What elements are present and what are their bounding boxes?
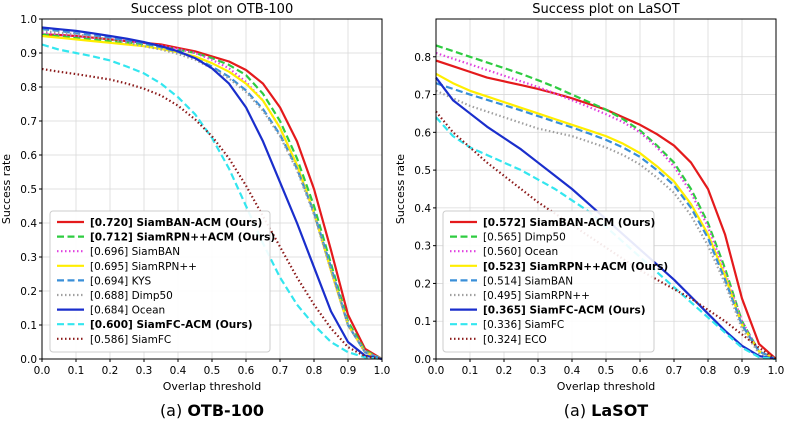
series-line-6 — [435, 89, 777, 361]
x-tick-label: 0.9 — [340, 365, 357, 377]
series-line-3 — [435, 51, 777, 361]
x-tick-label: 0.8 — [700, 365, 717, 377]
y-tick-label: 0.7 — [20, 116, 37, 128]
chart-otb: Success plot on OTB-100 0.0 0.1 0.2 0.3 0.4 0.… — [0, 2, 390, 420]
series-line-9 — [41, 67, 383, 361]
series-line-5 — [435, 82, 777, 361]
legend-entry: [0.696] SiamBAN — [90, 246, 180, 258]
x-tick-label: 0.6 — [632, 365, 649, 377]
y-tick-label: 0.3 — [414, 241, 431, 253]
legend-entry: [0.324] ECO — [483, 334, 547, 346]
legend-entry: [0.572] SiamBAN-ACM (Ours) — [483, 217, 655, 229]
caption-prefix: (a) — [564, 401, 591, 420]
caption-name: OTB-100 — [187, 401, 264, 420]
y-tick-label: 0.2 — [20, 286, 37, 298]
legend-entry: [0.565] Dimp50 — [483, 232, 566, 244]
legend-box — [442, 210, 655, 353]
x-tick-label: 0.7 — [272, 365, 289, 377]
y-axis-label: Success rate — [394, 154, 407, 224]
x-tick-label: 0.6 — [238, 365, 255, 377]
caption-prefix: (a) — [160, 401, 187, 420]
x-tick-label: 0.4 — [564, 365, 581, 377]
legend-entry: [0.336] SiamFC — [483, 319, 564, 331]
x-tick-label: 1.0 — [768, 365, 785, 377]
legend: [0.720] SiamBAN-ACM (Ours) [0.712] SiamRP… — [49, 210, 275, 353]
x-tick-label: 0.8 — [306, 365, 323, 377]
legend-entry: [0.720] SiamBAN-ACM (Ours) — [90, 217, 262, 229]
x-tick-label: 0.7 — [666, 365, 683, 377]
series-line-5 — [41, 28, 383, 361]
legend-entry: [0.688] Dimp50 — [90, 290, 173, 302]
y-tick-label: 0.6 — [20, 150, 37, 162]
y-tick-label: 0.4 — [20, 218, 37, 230]
x-tick-label: 0.5 — [598, 365, 615, 377]
y-tick-label: 0.3 — [20, 252, 37, 264]
x-tick-label: 0.1 — [68, 365, 85, 377]
x-tick-label: 0.4 — [170, 365, 187, 377]
x-tick-label: 0.3 — [530, 365, 547, 377]
series-line-2 — [41, 33, 383, 360]
series-line-4 — [435, 72, 777, 361]
x-tick-label: 1.0 — [374, 365, 391, 377]
legend: [0.572] SiamBAN-ACM (Ours) [0.565] Dimp50… — [442, 210, 668, 353]
legend-entry: [0.684] Ocean — [90, 305, 165, 317]
y-tick-label: 0.5 — [20, 184, 37, 196]
y-tick-label: 0.1 — [414, 316, 431, 328]
legend-entry: [0.523] SiamRPN++ACM (Ours) — [483, 261, 668, 273]
chart-caption: (a) LaSOT — [564, 401, 648, 420]
legend-box — [49, 210, 271, 353]
x-axis-label: Overlap threshold — [163, 380, 262, 393]
x-axis-label: Overlap threshold — [557, 380, 656, 393]
legend-entry: [0.514] SiamBAN — [483, 275, 573, 287]
y-tick-label: 0.8 — [20, 82, 37, 94]
y-tick-label: 0.0 — [414, 354, 431, 366]
x-tick-label: 0.0 — [34, 365, 51, 377]
x-tick-label: 0.2 — [496, 365, 513, 377]
x-tick-label: 0.0 — [428, 365, 445, 377]
y-tick-label: 1.0 — [20, 14, 37, 26]
legend-entry: [0.365] SiamFC-ACM (Ours) — [483, 305, 646, 317]
caption-name: LaSOT — [591, 401, 648, 420]
x-tick-label: 0.2 — [102, 365, 119, 377]
legend-entry: [0.495] SiamRPN++ — [483, 290, 590, 302]
legend-entry: [0.586] SiamFC — [90, 334, 171, 346]
x-tick-label: 0.5 — [204, 365, 221, 377]
legend-entry: [0.694] KYS — [90, 275, 152, 287]
y-axis-label: Success rate — [0, 154, 13, 224]
series-line-6 — [41, 29, 383, 361]
legend-entry: [0.695] SiamRPN++ — [90, 261, 197, 273]
y-tick-label: 0.5 — [414, 165, 431, 177]
legend-entry: [0.600] SiamFC-ACM (Ours) — [90, 319, 253, 331]
y-tick-label: 0.0 — [20, 354, 37, 366]
y-tick-label: 0.8 — [414, 52, 431, 64]
legend-entry: [0.560] Ocean — [483, 246, 558, 258]
y-tick-label: 0.9 — [20, 48, 37, 60]
chart-title: Success plot on LaSOT — [532, 2, 680, 17]
y-tick-label: 0.6 — [414, 127, 431, 139]
legend-entry: [0.712] SiamRPN++ACM (Ours) — [90, 232, 275, 244]
x-tick-label: 0.3 — [136, 365, 153, 377]
x-tick-label: 0.9 — [734, 365, 751, 377]
y-tick-label: 0.7 — [414, 90, 431, 102]
y-tick-label: 0.4 — [414, 203, 431, 215]
series-line-7 — [41, 26, 383, 361]
chart-caption: (a) OTB-100 — [160, 401, 264, 420]
chart-lasot: Success plot on LaSOT 0.0 0.1 0.2 0.3 0.4 0.5 0… — [394, 2, 784, 420]
chart-title: Success plot on OTB-100 — [131, 2, 293, 17]
y-tick-label: 0.2 — [414, 278, 431, 290]
x-tick-label: 0.1 — [462, 365, 479, 377]
y-tick-label: 0.1 — [20, 320, 37, 332]
series-line-2 — [435, 44, 777, 361]
